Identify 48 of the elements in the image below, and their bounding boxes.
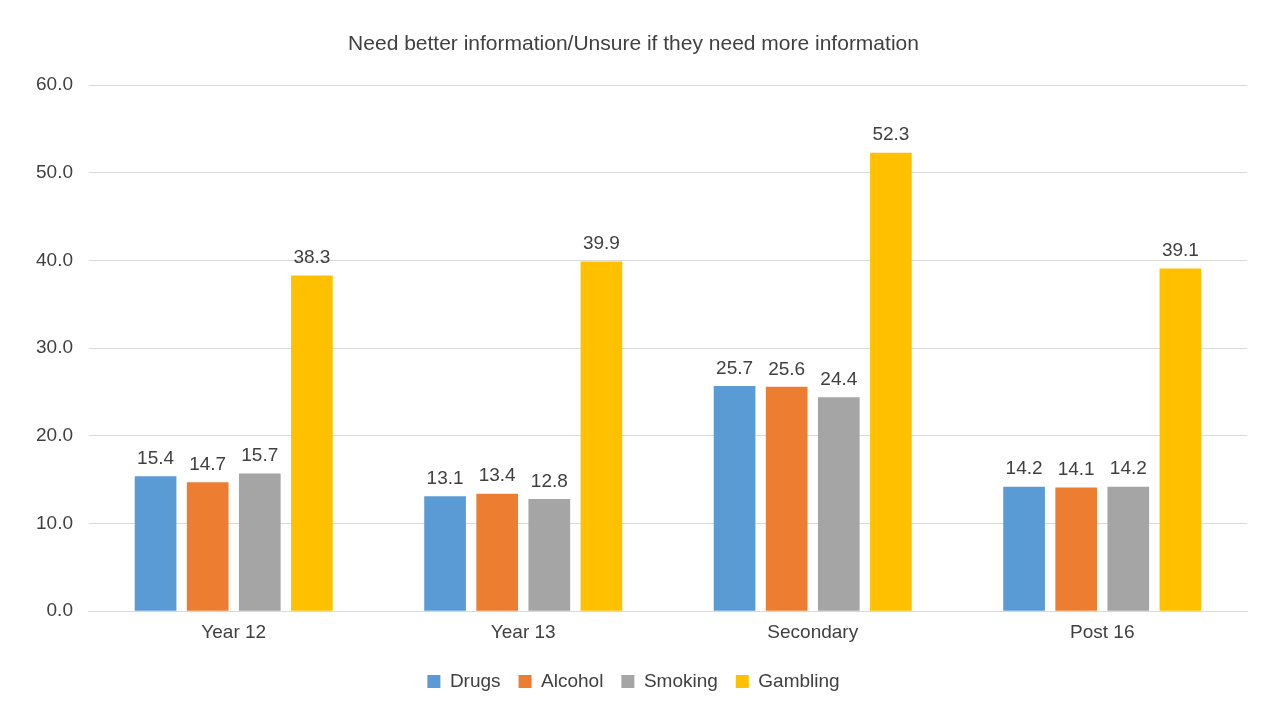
bar [134,476,177,611]
data-label: 52.3 [872,123,910,145]
legend-label: Smoking [643,669,718,691]
bar [291,275,333,611]
data-label: 14.2 [1005,457,1043,479]
data-label: 15.7 [241,444,279,466]
bar [765,386,808,611]
bar [1003,486,1045,611]
bar [424,496,466,611]
y-tick-label: 60.0 [36,73,73,95]
data-label: 14.2 [1109,457,1147,479]
bar [476,493,519,611]
x-tick-label: Year 13 [490,620,556,642]
data-label: 12.8 [530,469,568,491]
data-label: 15.4 [137,446,175,468]
bar [1159,268,1202,611]
x-tick-label: Year 12 [201,620,267,642]
bar [1107,486,1150,611]
y-tick-label: 20.0 [36,424,73,446]
data-label: 13.1 [426,467,464,489]
data-label: 39.9 [582,232,620,254]
data-label: 38.3 [293,246,331,268]
y-tick-label: 30.0 [36,336,73,358]
bar [238,473,281,611]
data-label: 25.6 [768,357,806,379]
bar [186,482,229,611]
data-label: 13.4 [478,464,517,486]
data-label: 39.1 [1161,239,1199,261]
data-label: 14.1 [1057,458,1095,480]
bar [870,152,912,611]
bar [1055,487,1098,611]
data-label: 25.7 [716,356,754,378]
bar [580,261,623,611]
data-label: 24.4 [820,368,858,390]
y-tick-label: 10.0 [36,511,73,533]
bar [817,397,860,611]
legend-label: Drugs [449,669,501,691]
bar [528,498,571,611]
legend-label: Alcohol [541,669,604,691]
x-tick-label: Secondary [767,620,859,642]
bar [713,385,756,611]
y-tick-label: 40.0 [36,248,73,270]
legend-label: Gambling [758,669,840,691]
y-tick-label: 0.0 [46,599,73,621]
chart-title: Need better information/Unsure if they need more information [348,31,919,55]
data-label: 14.7 [189,453,227,475]
x-tick-label: Post 16 [1070,620,1135,642]
y-tick-label: 50.0 [36,161,73,183]
